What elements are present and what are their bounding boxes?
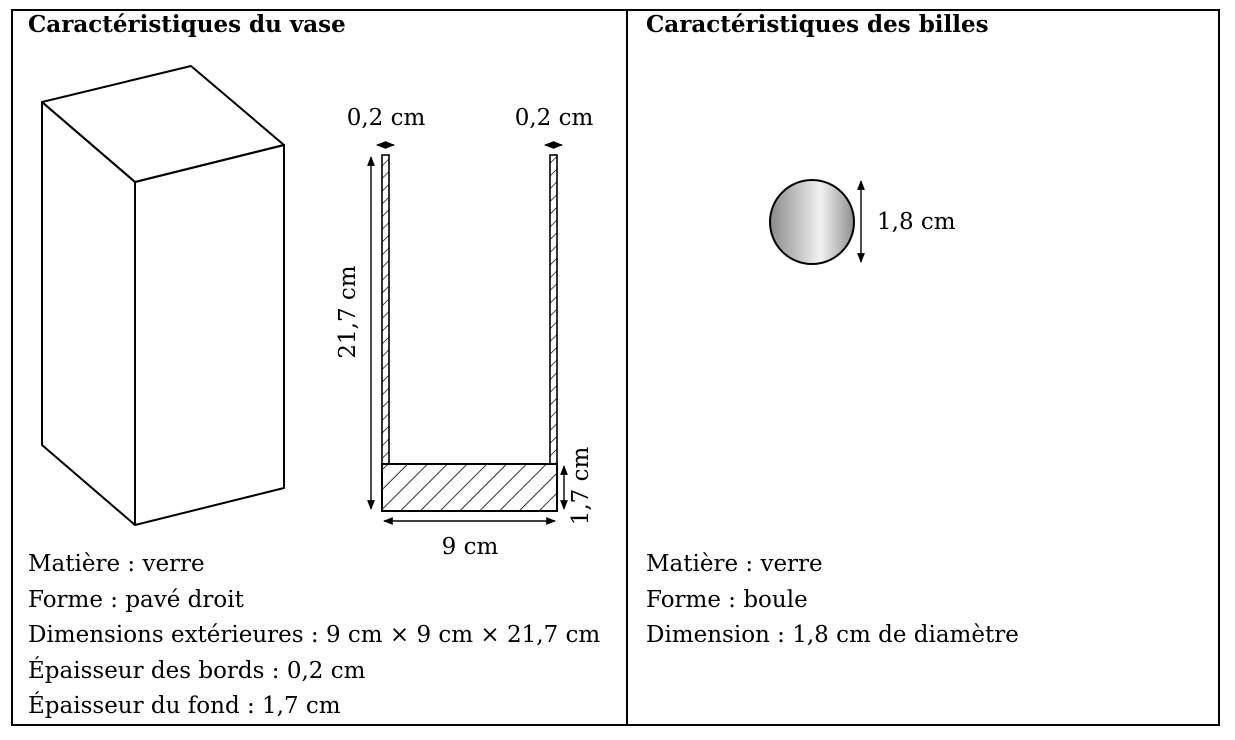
vase-box-3d (41, 65, 285, 526)
billes-heading: Caractéristiques des billes (646, 11, 989, 38)
dim-left-wall-label: 0,2 cm (347, 105, 426, 131)
vase-line-dimensions: Dimensions extérieures : 9 cm × 9 cm × 2… (28, 622, 601, 648)
left-wall (381, 154, 390, 465)
dim-diameter-label: 1,8 cm (877, 209, 956, 235)
table-border (11, 9, 1220, 726)
billes-line-matiere: Matière : verre (646, 551, 823, 577)
vase-line-epaisseur-bords: Épaisseur des bords : 0,2 cm (28, 658, 366, 684)
bille-sphere (769, 179, 855, 265)
billes-line-dimension: Dimension : 1,8 cm de diamètre (646, 622, 1019, 648)
right-wall (549, 154, 558, 465)
vase-line-forme: Forme : pavé droit (28, 587, 244, 613)
dim-bottom-label: 1,7 cm (568, 447, 594, 526)
dim-right-wall-label: 0,2 cm (515, 105, 594, 131)
billes-line-forme: Forme : boule (646, 587, 808, 613)
vase-heading: Caractéristiques du vase (28, 11, 346, 38)
vase-line-epaisseur-fond: Épaisseur du fond : 1,7 cm (28, 693, 341, 719)
column-divider (626, 9, 628, 726)
box-top-face (41, 65, 285, 183)
dim-height-label: 21,7 cm (335, 265, 361, 358)
box-left-face (41, 101, 136, 526)
vase-cross-section (381, 154, 558, 512)
box-front-face (134, 144, 285, 526)
vase-bottom (381, 463, 558, 512)
dim-width-label: 9 cm (442, 534, 499, 560)
vase-line-matiere: Matière : verre (28, 551, 205, 577)
